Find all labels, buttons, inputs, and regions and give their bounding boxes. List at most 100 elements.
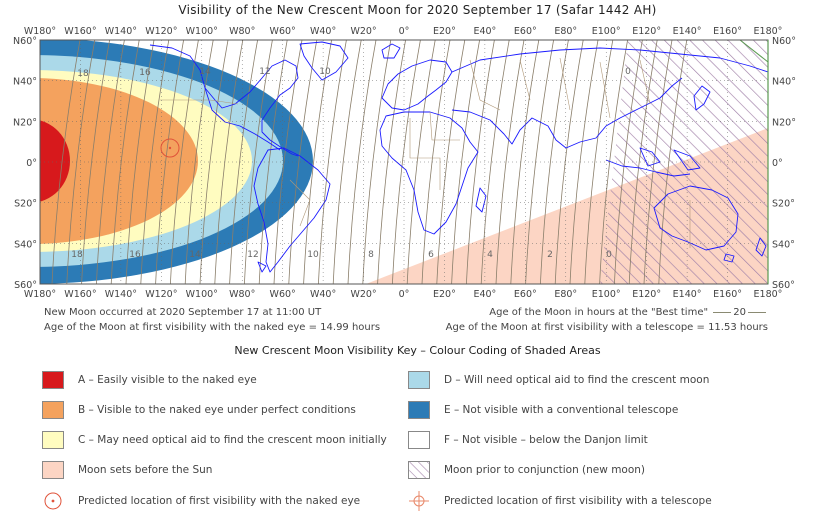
contour-line — [199, 40, 229, 284]
lon-label-top: W140° — [105, 26, 137, 37]
contour-label-bottom: 12 — [247, 250, 258, 260]
lat-label-right: N20° — [772, 117, 796, 128]
contour-line — [51, 40, 81, 284]
lon-label-top: E100° — [592, 26, 621, 37]
contour-line — [140, 40, 170, 284]
best-time-value: 20 — [733, 307, 746, 318]
contour-line — [599, 40, 628, 284]
lon-label-bottom: W60° — [270, 289, 296, 300]
age-contours — [51, 40, 688, 284]
key-item-telescope-marker: Predicted location of first visibility w… — [408, 490, 712, 512]
contour-label-top: 14 — [199, 67, 211, 77]
swatch-zone-b — [42, 401, 64, 419]
lon-label-top: W80° — [229, 26, 255, 37]
contour-line — [332, 40, 362, 284]
key-item-b: B – Visible to the naked eye under perfe… — [42, 401, 356, 419]
lat-label-right: S40° — [772, 239, 795, 250]
contour-line — [554, 40, 584, 284]
best-time-line-left — [713, 311, 732, 313]
lat-label-left: N20° — [13, 117, 37, 128]
lon-label-top: W120° — [145, 26, 177, 37]
lon-label-bottom: W160° — [64, 289, 96, 300]
lat-label-left: N60° — [13, 36, 37, 47]
lon-label-top: E120° — [632, 26, 661, 37]
lon-label-bottom: E140° — [673, 289, 702, 300]
lon-label-bottom: W20° — [350, 289, 376, 300]
lat-label-left: S20° — [14, 199, 37, 210]
contour-line — [540, 40, 569, 284]
key-item-c: C – May need optical aid to find the cre… — [42, 431, 387, 449]
contour-line — [110, 40, 140, 284]
key-item-naked-eye-marker: Predicted location of first visibility w… — [42, 490, 360, 512]
lon-label-top: W100° — [186, 26, 218, 37]
contour-line — [96, 40, 125, 284]
key-label: E – Not visible with a conventional tele… — [444, 404, 679, 416]
swatch-zone-e — [408, 401, 430, 419]
contour-label-top: 18 — [77, 69, 89, 79]
key-label: Moon sets before the Sun — [78, 464, 213, 476]
contour-line — [628, 40, 658, 284]
best-time-info: Age of the Moon in hours at the "Best ti… — [489, 307, 768, 318]
contour-label-bottom: 0 — [606, 250, 612, 260]
key-label: A – Easily visible to the naked eye — [78, 374, 257, 386]
lon-label-bottom: E60° — [514, 289, 537, 300]
lon-label-top: E60° — [514, 26, 537, 37]
lon-label-top: E40° — [473, 26, 496, 37]
lon-label-bottom: E160° — [713, 289, 742, 300]
borders — [160, 57, 691, 248]
key-label: Moon prior to conjunction (new moon) — [444, 464, 646, 476]
swatch-moon-sets — [42, 461, 64, 479]
contour-label-bottom: 8 — [368, 250, 374, 260]
dateline-edge — [739, 40, 768, 63]
naked-eye-marker-icon — [44, 492, 62, 510]
contour-label-top: 12 — [259, 67, 270, 77]
lat-label-right: N40° — [772, 77, 796, 88]
lon-label-bottom: 0° — [399, 289, 410, 300]
telescope-age-info: Age of the Moon at first visibility with… — [445, 322, 768, 333]
naked-eye-marker — [160, 138, 180, 158]
zone-a — [40, 120, 70, 202]
key-label: Predicted location of first visibility w… — [78, 495, 361, 507]
swatch-zone-d — [408, 371, 430, 389]
lon-label-top: E140° — [673, 26, 702, 37]
key-label: B – Visible to the naked eye under perfe… — [78, 404, 356, 416]
swatch-zone-c — [42, 431, 64, 449]
contour-line — [584, 40, 614, 284]
contour-label-bottom: 4 — [487, 250, 493, 260]
key-item-a: A – Easily visible to the naked eye — [42, 371, 257, 389]
lat-label-right: N60° — [772, 36, 796, 47]
lon-label-top: E160° — [713, 26, 742, 37]
contour-line — [258, 40, 288, 284]
key-label: F – Not visible – below the Danjon limit — [444, 434, 648, 446]
lat-label-right: 0° — [772, 158, 783, 169]
lon-label-top: W20° — [350, 26, 376, 37]
contour-line — [81, 40, 110, 284]
key-item-moon-sets: Moon sets before the Sun — [42, 461, 212, 479]
contour-label-bottom: 16 — [129, 250, 141, 260]
contour-line — [377, 40, 406, 284]
contour-line — [303, 40, 332, 284]
key-label: D – Will need optical aid to find the cr… — [444, 374, 710, 386]
contour-label-top: 16 — [139, 68, 151, 78]
lon-label-top: W40° — [310, 26, 336, 37]
contour-line — [184, 40, 214, 284]
lon-label-bottom: W40° — [310, 289, 336, 300]
lat-label-left: 0° — [26, 158, 37, 169]
contour-line — [155, 40, 184, 284]
lon-label-bottom: W80° — [229, 289, 255, 300]
contour-line — [347, 40, 377, 284]
contour-line — [480, 40, 510, 284]
naked-eye-age-info: Age of the Moon at first visibility with… — [44, 322, 381, 333]
lon-label-bottom: E120° — [632, 289, 661, 300]
lat-label-left: N40° — [13, 77, 37, 88]
chart-title: Visibility of the New Crescent Moon for … — [178, 3, 657, 17]
contour-line — [392, 40, 421, 284]
key-label: C – May need optical aid to find the cre… — [78, 434, 387, 446]
contour-line — [643, 40, 673, 284]
contour-line — [525, 40, 554, 284]
contour-label-top: 0 — [625, 67, 631, 77]
lon-label-top: E80° — [554, 26, 577, 37]
contour-label-bottom: 10 — [307, 250, 319, 260]
swatch-conjunction — [408, 461, 430, 479]
